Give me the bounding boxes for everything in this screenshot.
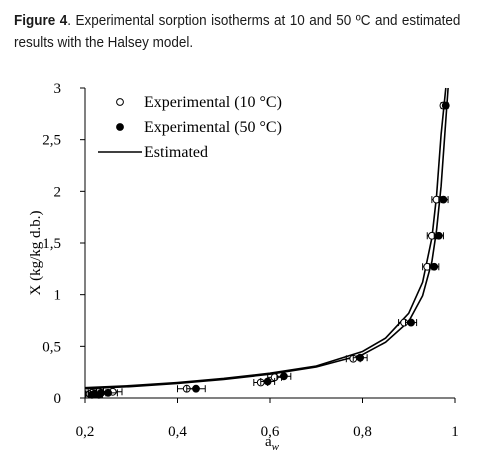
data-point-50c [407, 318, 415, 327]
data-points [85, 101, 450, 399]
y-tick-label: 1 [54, 288, 62, 304]
data-point-50c [356, 353, 365, 362]
x-tick-label: 1 [451, 424, 459, 440]
data-point-50c [434, 231, 443, 240]
data-point-50c [439, 195, 448, 204]
y-tick-label: 2 [54, 184, 62, 200]
y-axis-title: X (kg/kg d.b.) [28, 211, 44, 296]
figure-caption: Figure 4. Experimental sorption isotherm… [14, 10, 460, 54]
y-tick-label: 3 [54, 81, 62, 97]
data-point-50c [263, 377, 272, 386]
y-tick-label: 0,5 [42, 339, 61, 355]
legend-label: Experimental (10 °C) [144, 94, 282, 111]
legend-marker-open-circle [116, 98, 124, 106]
x-tick-label: 0,2 [76, 424, 95, 440]
x-tick-label: 0,4 [168, 424, 187, 440]
x-tick-label: 0,8 [353, 424, 372, 440]
y-tick-label: 2,5 [42, 133, 61, 149]
y-tick-label: 1,5 [42, 236, 61, 252]
data-point-50c [104, 388, 113, 397]
legend-label: Estimated [144, 144, 208, 161]
data-point-50c [441, 101, 450, 110]
y-tick-label: 0 [54, 391, 62, 407]
legend: Experimental (10 °C) Experimental (50 °C)… [98, 94, 282, 161]
figure-caption-text: . Experimental sorption isotherms at 10 … [14, 13, 461, 51]
x-axis-title-subscript: w [272, 441, 280, 453]
data-point-50c [430, 262, 439, 271]
legend-marker-filled-circle [116, 123, 124, 131]
data-point-50c [192, 384, 200, 393]
x-tick-label: 0,6 [261, 424, 280, 440]
figure-label: Figure 4 [14, 13, 68, 29]
legend-label: Experimental (50 °C) [144, 119, 282, 136]
data-point-50c [279, 372, 288, 381]
